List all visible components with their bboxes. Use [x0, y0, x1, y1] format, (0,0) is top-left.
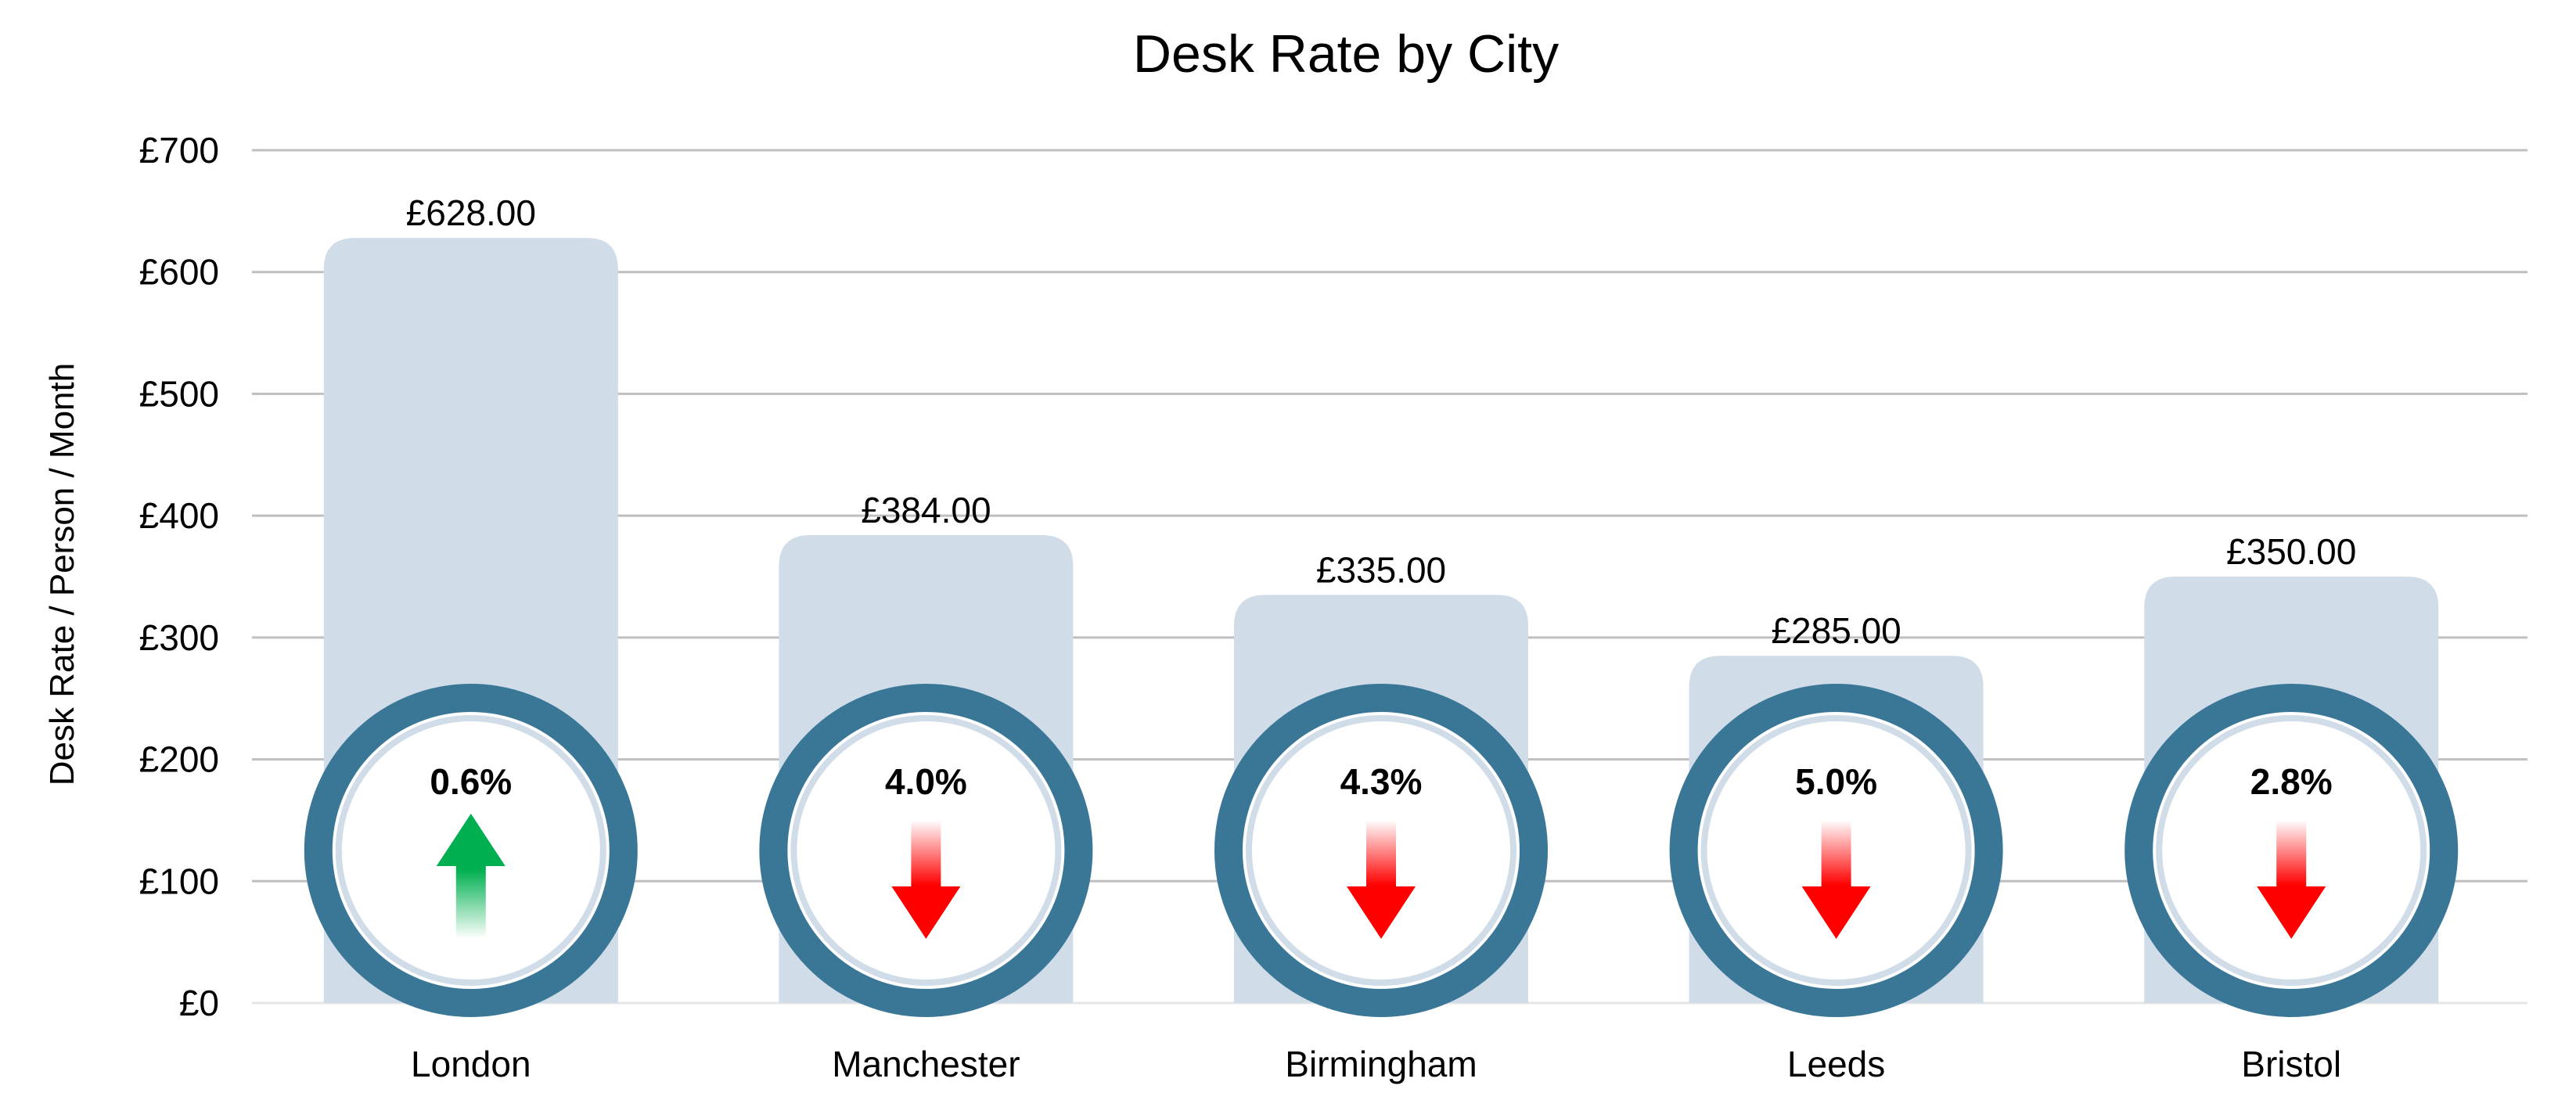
- bar-value-label: £335.00: [1316, 549, 1446, 590]
- x-tick-label: London: [411, 1044, 531, 1084]
- arrow-down-icon: [891, 820, 961, 939]
- y-tick-label: £0: [179, 983, 219, 1023]
- change-percent-label: 4.3%: [1340, 761, 1423, 802]
- x-tick-label: Birmingham: [1285, 1044, 1477, 1084]
- change-badge: 5.0%: [1669, 684, 2003, 1017]
- y-tick-label: £100: [139, 861, 219, 901]
- badge-inner-ring: [1246, 715, 1516, 986]
- badge-inner-ring: [790, 715, 1062, 986]
- y-tick-label: £500: [139, 373, 219, 414]
- arrow-down-icon: [1801, 820, 1871, 939]
- y-tick-label: £400: [139, 495, 219, 536]
- change-badge: 2.8%: [2124, 684, 2459, 1017]
- bar-value-label: £350.00: [2226, 531, 2356, 572]
- y-axis-label: Desk Rate / Person / Month: [43, 363, 81, 785]
- y-tick-label: £200: [139, 739, 219, 780]
- arrow-up-icon: [436, 814, 505, 939]
- bar-value-label: £285.00: [1771, 610, 1901, 651]
- badge-inner-ring: [335, 715, 606, 986]
- chart-title: Desk Rate by City: [1133, 24, 1559, 84]
- arrow-down-icon: [1347, 820, 1416, 939]
- change-percent-label: 0.6%: [430, 761, 512, 802]
- bar-value-label: £628.00: [406, 192, 536, 233]
- y-tick-label: £300: [139, 617, 219, 658]
- change-badge: 4.3%: [1214, 684, 1548, 1017]
- change-badge: 4.0%: [759, 684, 1093, 1017]
- x-tick-label: Leeds: [1787, 1044, 1885, 1084]
- badge-inner-ring: [1700, 715, 1972, 986]
- change-percent-label: 2.8%: [2250, 761, 2333, 802]
- arrow-down-icon: [2257, 820, 2326, 939]
- x-tick-label: Manchester: [832, 1044, 1020, 1084]
- x-tick-label: Bristol: [2241, 1044, 2341, 1084]
- change-badge: 0.6%: [304, 684, 638, 1017]
- y-tick-label: £700: [139, 130, 219, 171]
- change-percent-label: 5.0%: [1795, 761, 1877, 802]
- badge-inner-ring: [2156, 715, 2427, 986]
- y-tick-label: £600: [139, 252, 219, 293]
- change-percent-label: 4.0%: [885, 761, 967, 802]
- bar-value-label: £384.00: [861, 490, 991, 530]
